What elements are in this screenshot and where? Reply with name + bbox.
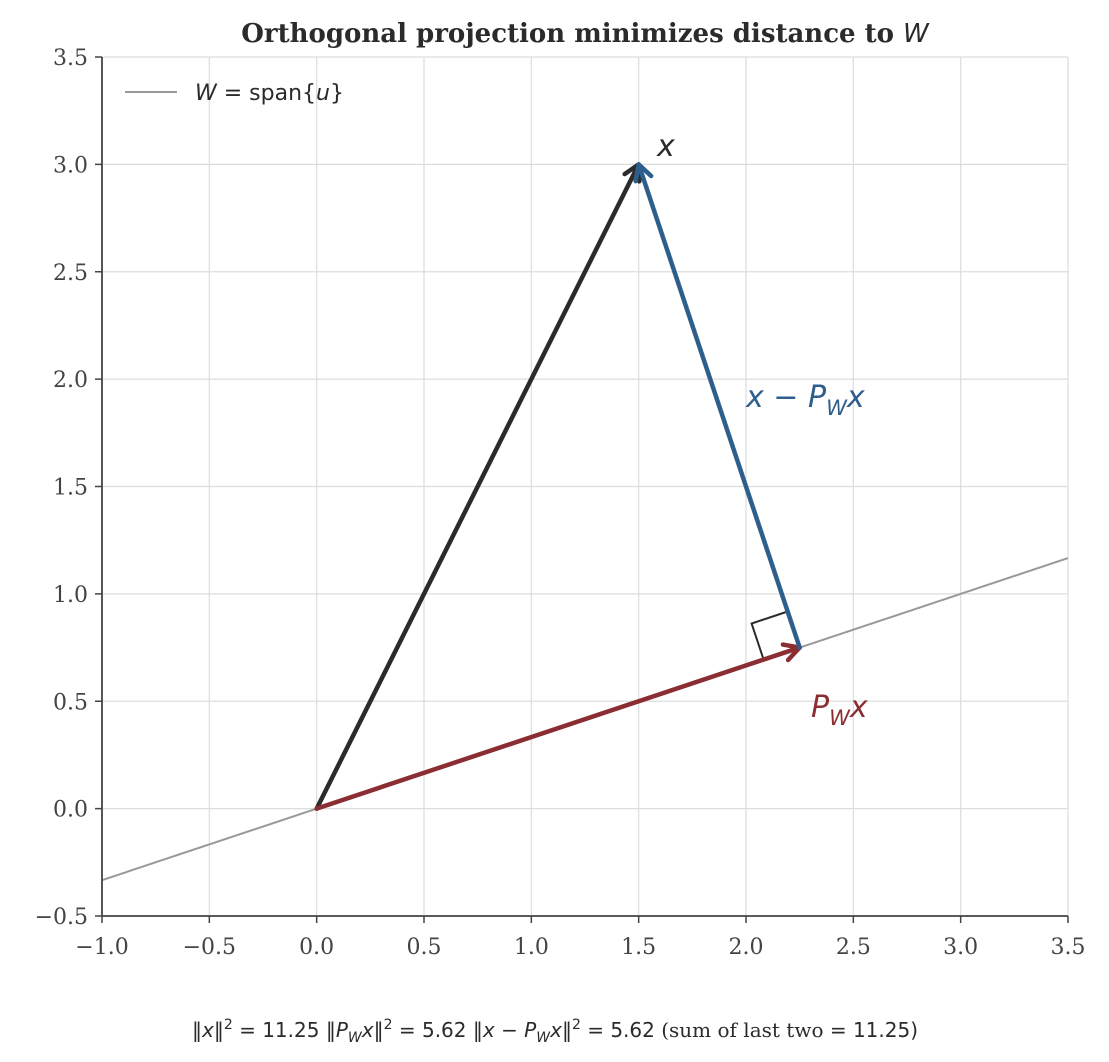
ticks: −1.0 −0.5 0.0 0.5 1.0 1.5 2.0 2.5 3.0 3.5 −0.5 0.0 0… <box>35 46 1086 960</box>
projection-vector <box>314 645 801 811</box>
x-tick-label: 0.0 <box>299 935 334 960</box>
legend-label: W = span{u} <box>195 81 344 106</box>
y-tick-label: 3.5 <box>53 46 88 71</box>
residual-vector-head <box>633 162 654 184</box>
chart-title-text: Orthogonal projection minimizes distance… <box>241 19 903 49</box>
y-tick-label: 0.0 <box>53 798 88 823</box>
x-tick-label: 0.5 <box>407 935 442 960</box>
vectors-group <box>314 162 802 811</box>
y-tick-label: 3.0 <box>53 153 88 178</box>
y-tick-label: 1.5 <box>53 476 88 501</box>
right-angle-marker <box>750 610 788 660</box>
y-tick-label: 2.5 <box>53 261 88 286</box>
y-tick-label: 0.5 <box>53 690 88 715</box>
y-tick-label: 2.0 <box>53 368 88 393</box>
x-tick-label: −1.0 <box>75 935 128 960</box>
x-tick-label: −0.5 <box>183 935 236 960</box>
x-vector <box>314 163 641 811</box>
chart-title: Orthogonal projection minimizes distance… <box>241 19 930 49</box>
x-vector-label: x <box>656 129 675 164</box>
y-tick-label: 1.0 <box>53 583 88 608</box>
chart-title-symbol: W <box>903 19 930 49</box>
residual-vector-label: x − PWx <box>745 380 865 420</box>
grid <box>101 56 1069 917</box>
legend: W = span{u} <box>125 81 344 106</box>
residual-vector <box>637 164 802 650</box>
norms-footer: ‖x‖2 = 11.25 ‖PWx‖2 = 5.62 ‖x − PWx‖2 = … <box>192 1017 918 1046</box>
x-tick-label: 2.0 <box>729 935 764 960</box>
x-tick-label: 3.5 <box>1051 935 1086 960</box>
y-tick-label: −0.5 <box>35 905 88 930</box>
x-tick-label: 2.5 <box>836 935 871 960</box>
projection-vector-label: PWx <box>811 690 868 730</box>
x-tick-label: 3.0 <box>943 935 978 960</box>
x-tick-label: 1.5 <box>621 935 656 960</box>
x-tick-label: 1.0 <box>514 935 549 960</box>
